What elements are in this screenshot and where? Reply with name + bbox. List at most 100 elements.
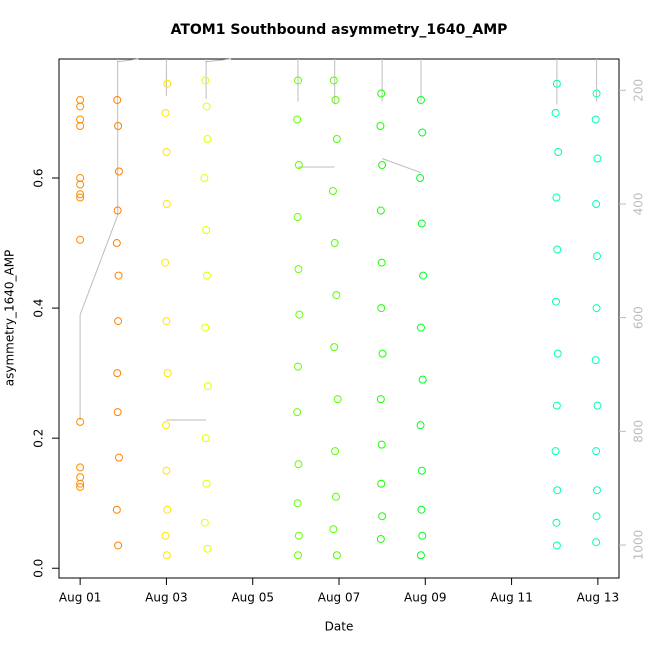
x-tick-label: Aug 13 <box>577 591 620 605</box>
point <box>552 193 561 202</box>
y2-tick-label: 800 <box>632 420 646 443</box>
point <box>113 408 122 417</box>
point <box>76 115 85 124</box>
point <box>554 148 563 157</box>
point <box>162 317 171 326</box>
point <box>417 466 426 475</box>
point <box>332 134 341 143</box>
point <box>329 76 338 85</box>
point <box>293 213 302 222</box>
point <box>417 219 426 228</box>
point <box>330 239 339 248</box>
point <box>552 297 561 306</box>
y2-tick-label: 1000 <box>632 530 646 561</box>
point <box>332 551 341 560</box>
point <box>201 434 210 443</box>
point <box>331 447 340 456</box>
point <box>418 375 427 384</box>
point <box>416 551 425 560</box>
point <box>377 440 386 449</box>
point <box>332 291 341 300</box>
point <box>293 115 302 124</box>
point <box>162 148 171 157</box>
point <box>330 343 339 352</box>
point <box>162 551 171 560</box>
point <box>76 180 85 189</box>
point <box>416 323 425 332</box>
point <box>113 369 122 378</box>
point <box>294 460 303 469</box>
point <box>163 505 172 514</box>
chart-title: ATOM1 Southbound asymmetry_1640_AMP <box>171 22 508 38</box>
point <box>417 505 426 514</box>
y-tick-label: 0.6 <box>32 168 46 187</box>
point <box>76 463 85 472</box>
point <box>294 531 303 540</box>
y-tick-label: 0.2 <box>32 429 46 448</box>
point <box>294 76 303 85</box>
point <box>76 174 85 183</box>
point <box>76 95 85 104</box>
point <box>293 499 302 508</box>
point <box>329 525 338 534</box>
point <box>551 447 560 456</box>
point <box>203 544 212 553</box>
point <box>376 206 385 215</box>
point <box>161 258 170 267</box>
point <box>592 304 601 313</box>
point <box>294 551 303 560</box>
point <box>331 95 340 104</box>
point <box>113 95 122 104</box>
point <box>114 541 123 550</box>
point <box>376 395 385 404</box>
point <box>112 505 121 514</box>
point <box>552 518 561 527</box>
point <box>416 174 425 183</box>
point <box>76 193 85 202</box>
y-axis-label: asymmetry_1640_AMP <box>3 250 17 387</box>
point <box>376 121 385 130</box>
point <box>593 154 602 163</box>
point <box>377 258 386 267</box>
point <box>377 304 386 313</box>
point <box>76 102 85 111</box>
point <box>114 121 123 130</box>
point <box>592 512 601 521</box>
point <box>76 482 85 491</box>
point <box>162 200 171 209</box>
point <box>163 79 172 88</box>
y2-tick-label: 200 <box>632 79 646 102</box>
point <box>114 453 123 462</box>
point <box>416 95 425 104</box>
point <box>377 89 386 98</box>
point <box>76 473 85 482</box>
x-tick-label: Aug 01 <box>59 591 102 605</box>
x-tick-label: Aug 07 <box>318 591 361 605</box>
point <box>161 108 170 117</box>
point <box>592 538 601 547</box>
point <box>377 479 386 488</box>
point <box>328 187 337 196</box>
y-tick-label: 0.4 <box>32 299 46 318</box>
y2-tick-label: 400 <box>632 193 646 216</box>
x-tick-label: Aug 11 <box>490 591 533 605</box>
point <box>551 108 560 117</box>
point <box>591 115 600 124</box>
point <box>592 89 601 98</box>
point <box>378 349 387 358</box>
point <box>378 161 387 170</box>
point <box>592 486 601 495</box>
point <box>553 245 562 254</box>
point <box>201 323 210 332</box>
point <box>294 362 303 371</box>
point <box>201 76 210 85</box>
point <box>294 161 303 170</box>
point <box>592 447 601 456</box>
point <box>163 369 172 378</box>
point <box>161 531 170 540</box>
point <box>419 271 428 280</box>
point <box>592 252 601 261</box>
point <box>76 479 85 488</box>
point <box>114 271 123 280</box>
